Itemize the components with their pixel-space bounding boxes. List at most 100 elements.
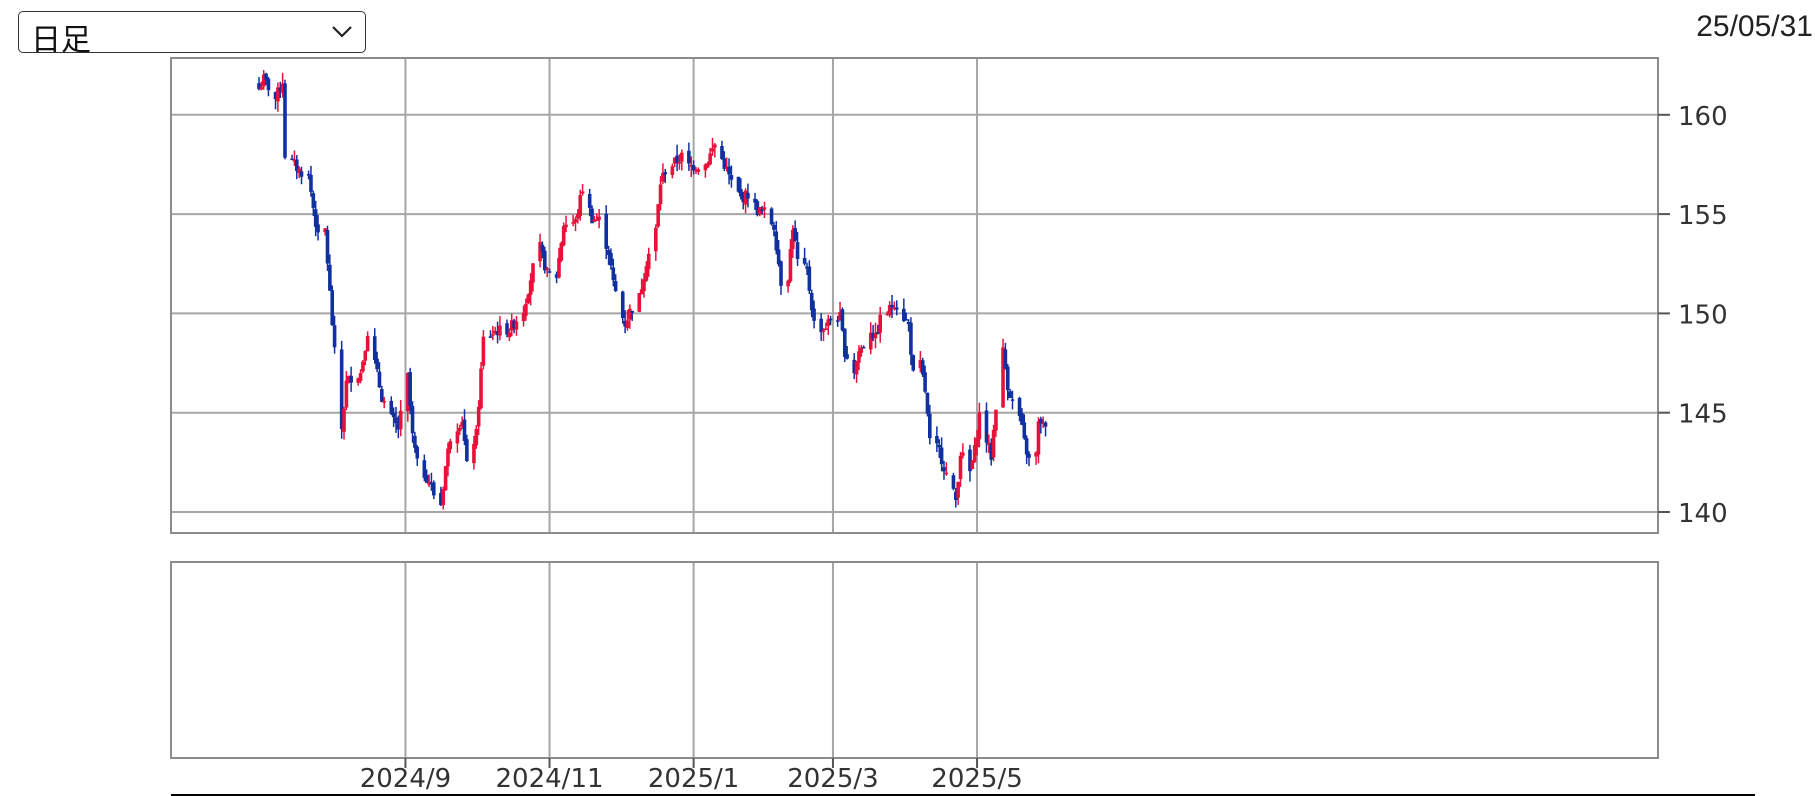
candle-down — [590, 208, 594, 224]
candle-down — [911, 355, 916, 371]
candle-down — [313, 209, 318, 227]
candle-up — [703, 164, 708, 171]
candle-down — [1039, 418, 1043, 424]
candle-up — [977, 412, 982, 440]
candle-down — [375, 358, 379, 370]
candle-up — [975, 438, 979, 448]
candle-down — [939, 447, 944, 465]
y-tick-label: 155 — [1678, 201, 1728, 231]
candle-up — [441, 489, 446, 506]
candle-down — [609, 252, 613, 266]
candle-down — [774, 231, 779, 251]
candle-up — [821, 330, 826, 332]
candle-up — [531, 263, 535, 283]
candle-down — [431, 482, 436, 496]
candle-up — [545, 268, 549, 270]
candle-down — [852, 359, 857, 374]
candle-up — [972, 445, 977, 462]
candle-down — [273, 92, 278, 100]
candle-up — [656, 204, 660, 227]
main-panel-frame — [170, 57, 1659, 534]
candle-down — [835, 320, 840, 322]
candle-up — [365, 335, 370, 352]
candle-up — [694, 169, 698, 172]
candle-up — [677, 161, 682, 164]
candle-down — [753, 198, 757, 203]
candle-up — [521, 312, 526, 322]
candle-up — [672, 157, 677, 164]
candle-up — [654, 227, 658, 252]
candle-down — [604, 213, 609, 249]
candle-down — [391, 412, 396, 418]
candle-up — [493, 330, 497, 334]
y-tick-label: 140 — [1678, 499, 1728, 529]
candle-down — [1017, 397, 1022, 416]
candle-down — [675, 155, 679, 163]
candle-down — [488, 336, 493, 338]
candle-down — [720, 146, 724, 160]
candle-down — [687, 150, 691, 164]
candle-down — [819, 318, 823, 333]
period-select[interactable]: 日足 — [18, 11, 366, 58]
candle-up — [724, 166, 729, 169]
candle-up — [356, 378, 361, 383]
candle-up — [859, 347, 864, 353]
candle-down — [587, 193, 592, 208]
candle-up — [944, 472, 949, 475]
candle-up — [573, 219, 578, 223]
candle-up — [361, 361, 365, 372]
candle-up — [561, 226, 566, 246]
candle-up — [854, 361, 859, 375]
candle-down — [795, 242, 800, 260]
candle-down — [422, 460, 427, 478]
candle-up — [292, 160, 297, 162]
candle-down — [935, 436, 939, 444]
candle-up — [757, 207, 762, 214]
candle-up — [642, 279, 646, 292]
candle-down — [779, 261, 783, 286]
candle-down — [606, 250, 611, 256]
candle-down — [890, 304, 894, 308]
candle-up — [970, 460, 975, 470]
candle-down — [1010, 399, 1015, 401]
candle-up — [791, 229, 795, 250]
candle-up — [358, 373, 363, 381]
candle-up — [637, 293, 642, 312]
candle-up — [987, 442, 991, 445]
candle-down — [339, 349, 344, 429]
candle-down — [805, 266, 809, 269]
candle-up — [956, 481, 960, 498]
candle-up — [323, 228, 327, 233]
candle-up — [857, 351, 861, 363]
candle-down — [937, 444, 942, 448]
candle-down — [951, 475, 956, 489]
candle-down — [372, 336, 377, 360]
candles — [257, 70, 1048, 510]
y-tick-label: 160 — [1678, 102, 1728, 132]
x-tick-label: 2025/1 — [648, 764, 739, 794]
candle-up — [398, 410, 403, 430]
candle-up — [280, 83, 285, 93]
candle-down — [512, 320, 516, 328]
candle-down — [953, 491, 958, 500]
candle-up — [576, 213, 580, 219]
candle-up — [670, 166, 675, 175]
candle-up — [491, 334, 495, 336]
candle-down — [278, 87, 283, 91]
candle-up — [1041, 422, 1045, 424]
candle-up — [363, 351, 368, 361]
candle-up — [786, 280, 790, 287]
candle-down — [871, 332, 875, 339]
candle-up — [559, 242, 564, 261]
candle-down — [264, 73, 268, 80]
candle-down — [760, 209, 764, 211]
candle-up — [443, 466, 448, 491]
candle-down — [306, 174, 311, 176]
candle-up — [259, 87, 264, 90]
candle-down — [408, 372, 412, 407]
candle-up — [427, 481, 431, 485]
candle-up — [524, 303, 528, 316]
candle-up — [276, 87, 280, 102]
candle-down — [772, 224, 776, 230]
candle-up — [661, 173, 665, 182]
